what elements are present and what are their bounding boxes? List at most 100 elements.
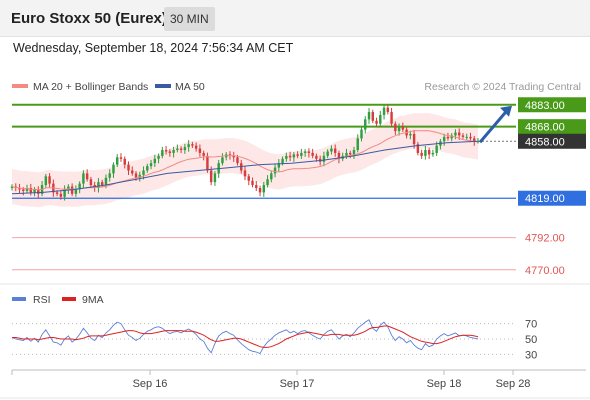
candle-body — [100, 182, 104, 186]
candle-body — [311, 152, 314, 156]
candle-body — [59, 193, 63, 197]
candle-body — [164, 150, 168, 152]
candle-body — [206, 155, 209, 171]
candle-body — [221, 157, 224, 164]
rsi-ma-legend-swatch — [62, 297, 76, 301]
candle-body — [450, 135, 453, 139]
candle-body — [116, 157, 119, 165]
candle-body — [330, 148, 333, 152]
candle-body — [352, 150, 356, 155]
candle-body — [22, 189, 25, 191]
candle-body — [232, 155, 235, 158]
candle-body — [277, 163, 281, 168]
candle-body — [67, 186, 70, 190]
candle-body — [367, 112, 371, 120]
candle-body — [183, 147, 187, 151]
candle-body — [161, 150, 164, 156]
candle-body — [454, 132, 457, 136]
ma50-legend-swatch — [155, 84, 171, 88]
candle-body — [360, 129, 363, 139]
level-label-5: 4770.00 — [525, 265, 565, 277]
candle-body — [401, 126, 405, 130]
candle-body — [435, 145, 438, 153]
rsi-legend-swatch — [12, 297, 26, 301]
x-tick-label-0: Sep 16 — [133, 378, 168, 390]
candle-body — [37, 189, 40, 194]
candle-body — [386, 107, 390, 113]
candle-body — [138, 174, 141, 178]
candle-body — [119, 157, 123, 159]
source-attribution: Research © 2024 Trading Central — [424, 81, 581, 93]
level-label-0: 4883.00 — [525, 100, 565, 112]
candle-body — [157, 155, 160, 159]
candle-body — [292, 154, 296, 158]
candle-body — [104, 177, 108, 186]
candle-body — [29, 188, 33, 193]
candle-body — [243, 170, 247, 177]
ma50-line — [11, 140, 479, 195]
candle-body — [371, 112, 374, 121]
candle-body — [168, 151, 172, 153]
candle-body — [258, 188, 262, 193]
rsi-legend-label: RSI — [33, 294, 51, 306]
candle-body — [412, 133, 416, 145]
candle-body — [247, 176, 250, 181]
level-tag-2 — [518, 133, 586, 149]
candle-body — [270, 173, 273, 180]
candle-body — [424, 150, 427, 156]
chart-header: Euro Stoxx 50 (Eurex) 30 MIN — [0, 0, 590, 37]
candle-body — [382, 107, 386, 115]
candle-body — [97, 182, 100, 188]
level-label-4: 4792.00 — [525, 233, 565, 245]
timeframe-button[interactable]: 30 MIN — [164, 7, 215, 31]
rsi-level-label-2: 30 — [525, 349, 537, 361]
candle-body — [266, 179, 269, 186]
candle-body — [82, 173, 85, 184]
candle-body — [457, 132, 461, 136]
candle-body — [375, 120, 378, 124]
rsi-pane: 70 50 30 — [11, 319, 537, 361]
rsi-level-label-0: 70 — [525, 319, 537, 331]
candle-body — [198, 148, 202, 153]
candle-body — [63, 189, 66, 197]
candle-body — [397, 126, 401, 132]
candle-body — [285, 155, 288, 159]
candle-body — [394, 123, 397, 132]
candle-body — [179, 148, 183, 151]
candle-body — [85, 173, 89, 180]
candle-body — [337, 152, 341, 159]
rsi-line — [11, 319, 479, 355]
candle-body — [288, 155, 292, 158]
candle-body — [442, 136, 446, 142]
candle-body — [187, 144, 190, 148]
candle-body — [262, 185, 266, 193]
candle-body — [213, 173, 217, 183]
candle-body — [431, 152, 435, 155]
level-label-2: 4858.00 — [525, 136, 565, 148]
candle-body — [281, 158, 284, 164]
level-label-1: 4868.00 — [525, 122, 565, 134]
candle-body — [420, 152, 423, 156]
candle-body — [356, 138, 359, 151]
rsi-ma-legend-label: 9MA — [82, 294, 104, 306]
level-tag-1 — [518, 119, 586, 135]
candle-body — [303, 151, 307, 153]
ma50-legend-label: MA 50 — [175, 81, 205, 93]
candle-body — [461, 135, 465, 137]
level-tag-3 — [518, 190, 586, 206]
candle-body — [416, 144, 420, 153]
candle-body — [473, 138, 476, 142]
candle-body — [349, 152, 352, 155]
candle-body — [44, 176, 48, 186]
candle-body — [379, 114, 382, 124]
candle-body — [409, 133, 412, 136]
rsi-ma-line — [12, 325, 479, 348]
ma20-legend-swatch — [12, 84, 28, 88]
level-labels: 4883.00 4868.00 4858.00 4819.00 4792.00 4770.… — [518, 97, 586, 277]
candle-body — [209, 170, 213, 183]
level-label-3: 4819.00 — [525, 193, 565, 205]
x-axis: Sep 16 Sep 17 Sep 18 Sep 28 — [11, 370, 530, 390]
candle-body — [427, 150, 431, 155]
candle-body — [236, 157, 239, 164]
candle-body — [149, 163, 153, 167]
